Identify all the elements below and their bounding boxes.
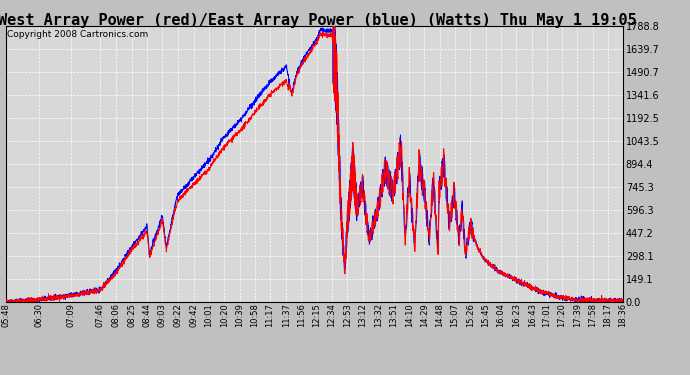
Text: West Array Power (red)/East Array Power (blue) (Watts) Thu May 1 19:05: West Array Power (red)/East Array Power … xyxy=(0,13,637,28)
Text: Copyright 2008 Cartronics.com: Copyright 2008 Cartronics.com xyxy=(7,30,148,39)
